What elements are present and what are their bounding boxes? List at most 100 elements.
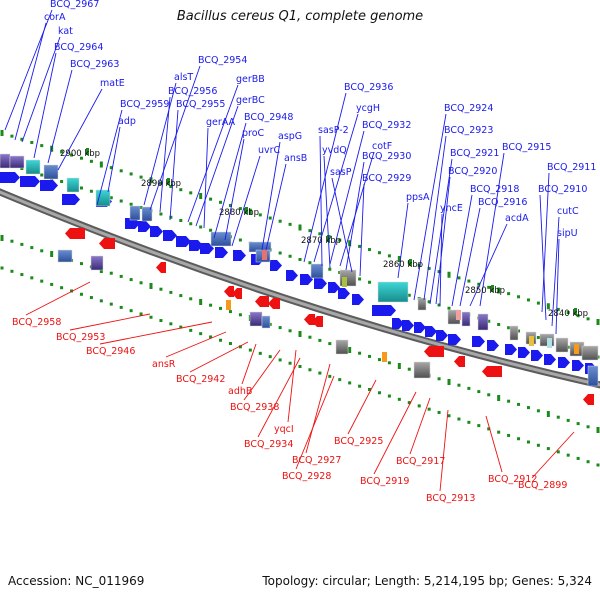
reverse-gene-label: BCQ_2927 xyxy=(292,455,341,466)
scale-tick xyxy=(497,323,501,326)
scale-tick xyxy=(288,329,292,333)
reverse-gene-arrow xyxy=(424,346,444,357)
forward-gene-label: ansB xyxy=(284,153,307,164)
scale-tick xyxy=(189,222,193,226)
scale-tick xyxy=(576,456,580,460)
scale-tick xyxy=(199,193,203,199)
scale-tick xyxy=(507,326,511,330)
scale-tick xyxy=(328,374,332,378)
forward-gene-label: acdA xyxy=(505,213,529,224)
reverse-gene-label: BCQ_2913 xyxy=(426,493,475,504)
scale-tick xyxy=(457,417,461,421)
gene-cluster-block xyxy=(57,249,73,263)
forward-gene-arrow xyxy=(372,305,396,316)
forward-label-leader xyxy=(149,65,201,211)
forward-label-leader xyxy=(143,82,177,206)
scale-tick xyxy=(40,249,44,253)
forward-gene-label: aspG xyxy=(278,131,302,142)
reverse-gene-label: yqcI xyxy=(274,424,294,435)
gene-color-marker xyxy=(547,338,552,348)
scale-tick xyxy=(447,379,451,385)
forward-label-leader xyxy=(195,105,239,227)
scale-tick xyxy=(576,314,580,318)
scale-tick xyxy=(10,239,14,243)
reverse-gene-label: BCQ_2953 xyxy=(56,332,105,343)
scale-tick xyxy=(437,270,441,274)
forward-gene-arrow xyxy=(20,176,40,187)
reverse-gene-label: BCQ_2919 xyxy=(360,476,409,487)
forward-gene-arrow xyxy=(572,360,584,371)
scale-tick xyxy=(228,203,232,207)
scale-tick xyxy=(119,199,123,203)
gene-cluster-block xyxy=(43,164,59,180)
scale-tick xyxy=(348,347,352,353)
scale-tick xyxy=(298,331,302,337)
kbp-tick xyxy=(491,285,494,292)
scale-tick xyxy=(566,418,570,422)
scale-tick xyxy=(40,279,44,283)
scale-tick xyxy=(169,185,173,189)
scale-tick xyxy=(526,406,530,410)
forward-gene-label: gerBB xyxy=(236,74,265,85)
reverse-gene-label: BCQ_2958 xyxy=(12,317,61,328)
forward-gene-label: BCQ_2930 xyxy=(362,151,411,162)
forward-label-leader xyxy=(57,88,103,171)
forward-gene-arrow xyxy=(314,278,327,289)
scale-tick xyxy=(60,180,64,183)
reverse-gene-arrow xyxy=(454,356,465,367)
scale-tick xyxy=(397,256,401,262)
forward-gene-label: cutC xyxy=(557,206,579,217)
scale-tick xyxy=(517,295,521,299)
scale-tick xyxy=(298,224,302,231)
forward-label-leader xyxy=(323,155,331,269)
forward-label-leader xyxy=(345,161,365,271)
scale-tick xyxy=(387,361,391,365)
reverse-label-leader xyxy=(347,379,377,435)
forward-label-leader xyxy=(47,69,73,164)
scale-tick xyxy=(129,202,133,206)
forward-label-leader xyxy=(429,158,453,305)
reverse-label-leader xyxy=(305,363,331,454)
reverse-gene-arrow xyxy=(224,286,234,297)
scale-tick xyxy=(467,386,471,390)
scale-tick xyxy=(517,402,521,406)
forward-gene-label: BCQ_2915 xyxy=(502,142,551,153)
scale-tick xyxy=(437,410,441,414)
scale-tick xyxy=(517,329,521,333)
forward-gene-label: matE xyxy=(100,78,125,89)
forward-label-leader xyxy=(21,36,61,143)
forward-label-leader xyxy=(107,126,121,193)
forward-label-leader xyxy=(539,194,547,321)
reverse-label-leader xyxy=(165,331,227,358)
scale-tick xyxy=(596,319,600,325)
scale-tick xyxy=(268,216,272,220)
scale-tick xyxy=(586,460,590,464)
scale-tick xyxy=(119,305,123,309)
scale-tick xyxy=(397,363,401,369)
reverse-gene-label: BCQ_2934 xyxy=(244,439,293,450)
forward-gene-arrow xyxy=(505,344,517,355)
accession-label: Accession: NC_011969 xyxy=(8,574,145,588)
scale-tick xyxy=(189,297,193,301)
forward-label-leader xyxy=(329,130,365,265)
forward-label-leader xyxy=(541,172,550,313)
forward-gene-arrow xyxy=(544,354,556,365)
scale-tick xyxy=(20,242,24,246)
forward-gene-label: BCQ_2923 xyxy=(444,125,493,136)
scale-tick xyxy=(40,173,44,177)
scale-tick xyxy=(219,338,223,342)
scale-tick xyxy=(338,378,342,382)
scale-tick xyxy=(169,215,173,219)
scale-tick xyxy=(348,381,352,385)
scale-tick xyxy=(377,358,381,362)
scale-tick xyxy=(497,395,501,401)
reverse-gene-label: BCQ_2938 xyxy=(230,402,279,413)
gene-cluster-block xyxy=(95,189,111,207)
scale-tick xyxy=(536,409,540,413)
reverse-gene-arrow xyxy=(583,394,594,405)
forward-gene-arrow xyxy=(62,194,80,205)
scale-tick xyxy=(169,290,173,294)
forward-gene-arrow xyxy=(531,350,543,361)
forward-gene-arrow xyxy=(472,336,485,347)
forward-label-leader xyxy=(14,22,47,141)
